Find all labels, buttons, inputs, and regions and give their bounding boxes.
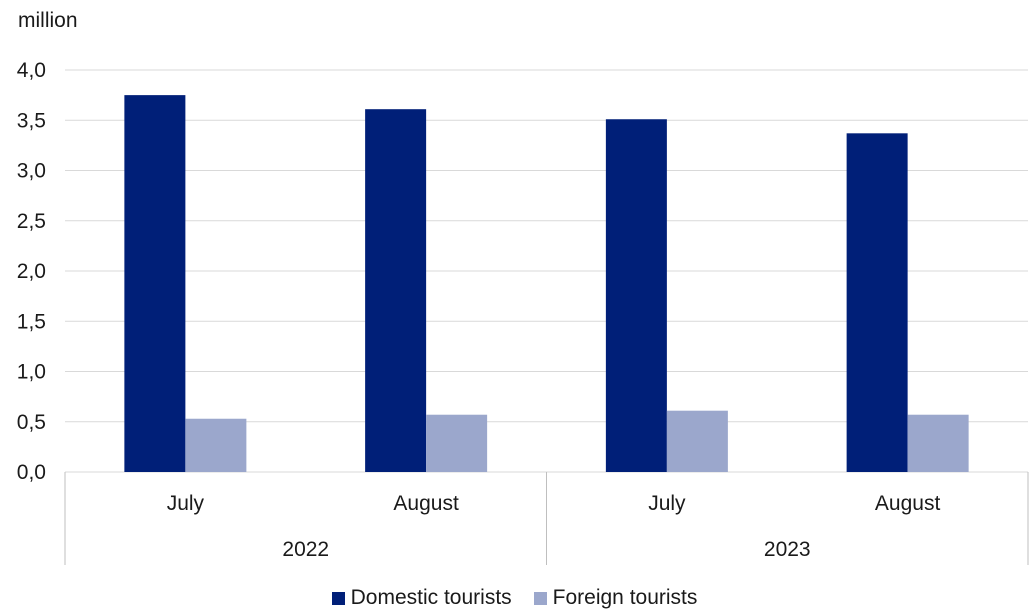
bar-domestic <box>124 95 186 472</box>
bar-foreign <box>666 410 728 472</box>
legend-swatch-foreign <box>533 591 547 605</box>
y-tick-label: 2,5 <box>17 210 46 233</box>
y-tick-label: 2,0 <box>17 260 46 283</box>
y-tick-label: 3,0 <box>17 160 46 183</box>
legend-label-domestic: Domestic tourists <box>350 586 512 609</box>
legend-item-foreign: Foreign tourists <box>533 586 698 610</box>
legend-swatch-domestic <box>331 591 345 605</box>
bar-foreign <box>907 414 969 472</box>
legend-label-foreign: Foreign tourists <box>552 586 698 609</box>
y-tick-label: 1,0 <box>17 361 46 384</box>
legend: Domestic tourists Foreign tourists <box>0 586 1029 610</box>
bar-foreign <box>426 414 488 472</box>
x-category-label: July <box>167 492 205 515</box>
y-tick-label: 1,5 <box>17 310 46 333</box>
bar-domestic <box>365 109 427 472</box>
y-tick-label: 4,0 <box>17 59 46 82</box>
bar-domestic <box>605 119 667 473</box>
bar-domestic <box>846 133 908 472</box>
y-tick-label: 3,5 <box>17 109 46 132</box>
x-group-label: 2023 <box>764 538 811 561</box>
x-group-label: 2022 <box>282 538 329 561</box>
y-tick-label: 0,0 <box>17 461 46 484</box>
x-category-label: August <box>875 492 941 515</box>
legend-item-domestic: Domestic tourists <box>331 586 512 610</box>
y-tick-label: 0,5 <box>17 411 46 434</box>
x-category-label: July <box>648 492 686 515</box>
bar-foreign <box>185 418 247 472</box>
y-unit-label: million <box>18 9 78 32</box>
x-category-label: August <box>393 492 459 515</box>
